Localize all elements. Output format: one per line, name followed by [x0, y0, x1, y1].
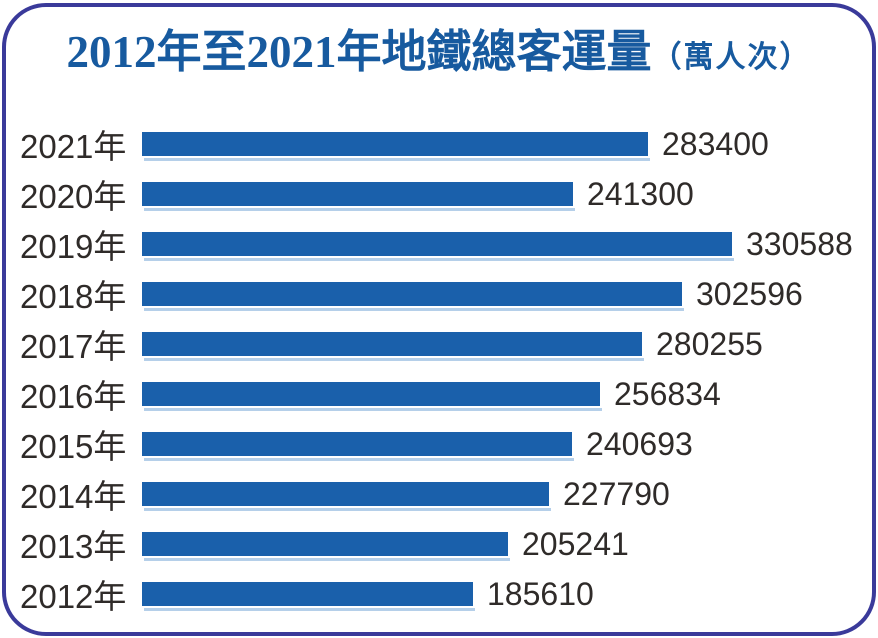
value-label: 283400: [662, 125, 769, 162]
bar: [142, 332, 644, 361]
bar: [142, 532, 510, 561]
bar: [142, 432, 574, 461]
bar-row: 2012年 185610: [20, 569, 858, 619]
category-label: 2016年: [20, 378, 127, 415]
bar-row: 2014年 227790: [20, 469, 858, 519]
bar-row: 2021年 283400: [20, 119, 858, 169]
chart-title-unit: （萬人次）: [651, 41, 812, 74]
bar: [142, 582, 475, 611]
bar: [142, 282, 684, 311]
bar-row: 2013年 205241: [20, 519, 858, 569]
bar: [142, 182, 575, 211]
value-label: 227790: [563, 475, 670, 512]
bar-row: 2015年 240693: [20, 419, 858, 469]
category-label: 2017年: [20, 328, 127, 365]
bar-row: 2020年 241300: [20, 169, 858, 219]
category-label: 2014年: [20, 478, 127, 515]
bar: [142, 132, 650, 161]
chart-title: 2012年至2021年地鐵總客運量（萬人次）: [20, 23, 858, 85]
bar: [142, 232, 734, 261]
chart-title-text: 2012年至2021年地鐵總客運量: [66, 27, 652, 77]
value-label: 302596: [696, 275, 803, 312]
category-label: 2020年: [20, 178, 127, 215]
value-label: 256834: [614, 375, 721, 412]
category-label: 2013年: [20, 528, 127, 565]
bar-row: 2016年 256834: [20, 369, 858, 419]
bar: [142, 382, 602, 411]
value-label: 185610: [487, 575, 594, 612]
chart-frame: 2012年至2021年地鐵總客運量（萬人次） 2021年 283400 2020年 2…: [2, 3, 876, 636]
value-label: 240693: [586, 425, 693, 462]
value-label: 241300: [587, 175, 694, 212]
value-label: 280255: [656, 325, 763, 362]
category-label: 2015年: [20, 428, 127, 465]
bar-row: 2018年 302596: [20, 269, 858, 319]
bar-row: 2019年 330588: [20, 219, 858, 269]
bar: [142, 482, 551, 511]
category-label: 2021年: [20, 128, 127, 165]
bar-chart: 2021年 283400 2020年 241300 2019年 330588 2018年 30…: [20, 119, 858, 619]
category-label: 2012年: [20, 578, 127, 615]
bar-row: 2017年 280255: [20, 319, 858, 369]
value-label: 330588: [746, 225, 853, 262]
value-label: 205241: [522, 525, 629, 562]
category-label: 2018年: [20, 278, 127, 315]
category-label: 2019年: [20, 228, 127, 265]
